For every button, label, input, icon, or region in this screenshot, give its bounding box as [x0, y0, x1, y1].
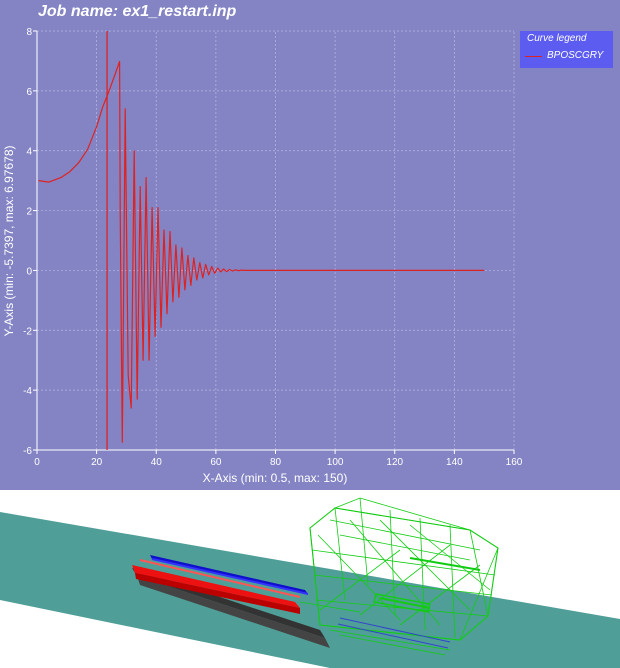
beam-blue-edge [151, 558, 309, 595]
curve-legend[interactable]: Curve legend BPOSCGRY [520, 31, 613, 68]
x-tick-label: 20 [91, 457, 103, 468]
y-tick-label: 2 [26, 207, 32, 218]
x-tick-label: 120 [386, 457, 403, 468]
series-line-bposcgry [38, 60, 485, 443]
legend-title: Curve legend [527, 33, 587, 44]
job-title-prefix: Job name: [38, 3, 123, 20]
floor-plane [0, 512, 620, 668]
y-tick-label: -6 [23, 446, 32, 457]
job-title: Job name: ex1_restart.inp [38, 3, 236, 21]
tick-labels: 0 20 40 60 80 100 120 140 160 -6 -4 -2 0 2 4 6 8 [23, 27, 523, 468]
plot-panel: Job name: ex1_restart.inp 0 20 40 60 80 100 12… [0, 0, 620, 490]
beam-red-stripe [139, 559, 301, 598]
x-tick-label: 160 [506, 457, 523, 468]
x-axis-label: X-Axis (min: 0.5, max: 150) [203, 471, 348, 485]
grid-layer [37, 30, 515, 450]
3d-scene [0, 497, 620, 668]
y-tick-label: 6 [26, 87, 32, 98]
legend-entry-bposcgry: BPOSCGRY [547, 50, 604, 61]
x-tick-label: 60 [210, 457, 222, 468]
x-tick-label: 0 [34, 457, 40, 468]
y-tick-label: -4 [23, 386, 32, 397]
x-tick-label: 40 [151, 457, 163, 468]
x-tick-label: 100 [327, 457, 344, 468]
wireframe-mesh[interactable] [299, 497, 499, 656]
y-tick-label: -2 [23, 326, 32, 337]
y-tick-label: 0 [26, 266, 32, 277]
beam-dark-side [137, 576, 330, 648]
beam-red-top [132, 565, 300, 608]
y-tick-label: 8 [26, 27, 32, 38]
beam-red-side [135, 573, 300, 614]
xy-chart: 0 20 40 60 80 100 120 140 160 -6 -4 -2 0 2 4 6 8 X-Axis … [2, 27, 523, 485]
y-tick-label: 4 [26, 147, 32, 158]
axes-layer [33, 30, 515, 454]
3d-viewport[interactable] [0, 490, 620, 668]
y-axis-label: Y-Axis (min: -5.7397, max: 6.97678) [2, 146, 16, 337]
job-name: ex1_restart.inp [122, 3, 237, 20]
x-tick-label: 80 [270, 457, 282, 468]
x-tick-label: 140 [446, 457, 463, 468]
legend-swatch-bposcgry [525, 56, 542, 57]
contact-blue-lines [337, 617, 451, 649]
